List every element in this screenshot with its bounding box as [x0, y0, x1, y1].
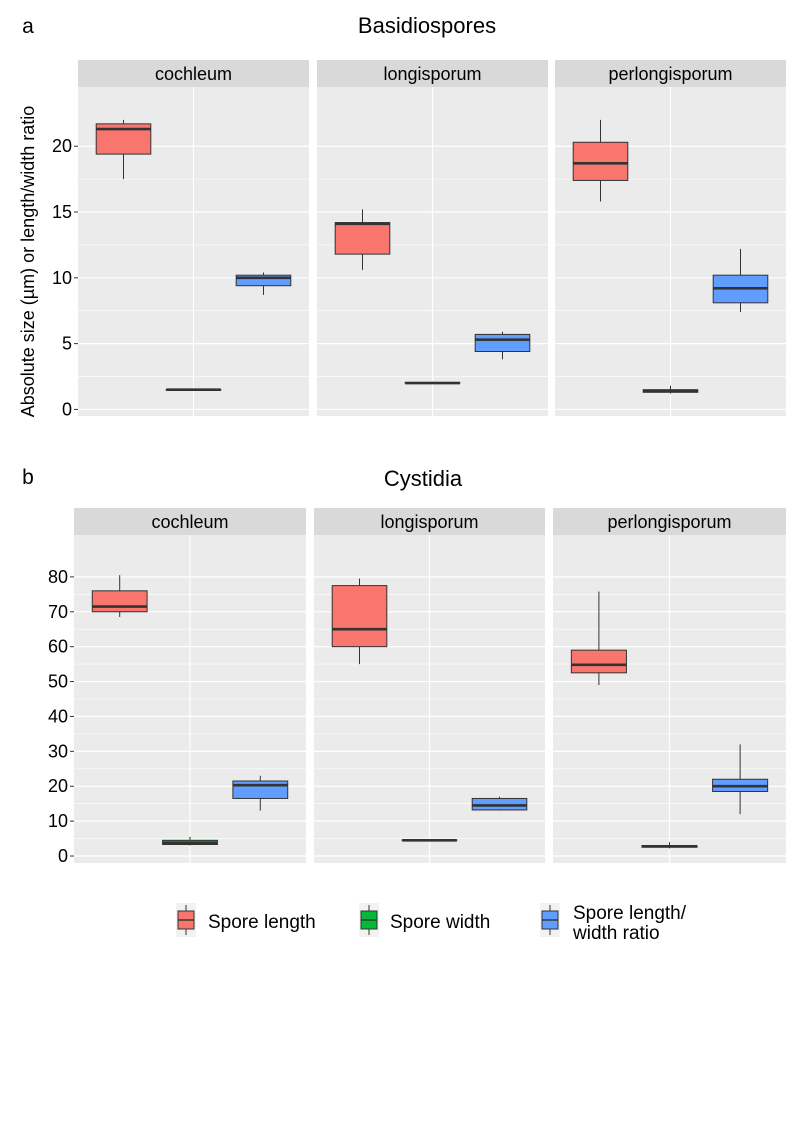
box-spore-length — [95, 119, 152, 180]
facet-strip — [78, 60, 309, 87]
box-body — [235, 274, 292, 287]
box-spore-length — [331, 578, 388, 665]
box-body — [331, 585, 388, 648]
legend-label: Spore width — [390, 912, 490, 933]
facet-strip — [314, 508, 545, 535]
box-spore-length-width-ratio — [232, 775, 289, 811]
facet-longisporum: longisporum — [314, 508, 545, 863]
y-tick-label: 50 — [48, 672, 68, 692]
box-body — [91, 590, 148, 613]
box-body — [334, 222, 391, 255]
legend-item: Spore length — [176, 903, 316, 937]
box-body — [232, 780, 289, 799]
box-spore-length — [572, 119, 629, 202]
facet-strip-label: perlongisporum — [608, 64, 732, 84]
box-spore-length — [334, 209, 391, 270]
box-spore-length — [91, 575, 148, 617]
box-spore-length — [570, 591, 627, 686]
box-spore-length-width-ratio — [474, 331, 531, 360]
facet-perlongisporum: perlongisporum — [555, 60, 786, 416]
box-spore-length-width-ratio — [712, 744, 769, 815]
legend-label: Spore length — [208, 912, 316, 933]
facet-strip — [555, 60, 786, 87]
facet-strip — [553, 508, 786, 535]
legend-item: Spore length/ width ratio — [540, 903, 687, 944]
facet-cochleum: cochleum — [78, 60, 309, 416]
facet-strip-label: perlongisporum — [607, 512, 731, 532]
box-spore-width — [642, 385, 699, 394]
facet-strip-label: cochleum — [151, 512, 228, 532]
panel-label: a — [22, 15, 34, 38]
box-body — [474, 333, 531, 353]
box-spore-length-width-ratio — [712, 248, 769, 313]
chart-title: Basidiospores — [358, 13, 496, 38]
y-tick-label: 20 — [52, 136, 72, 156]
box-body — [572, 141, 629, 181]
y-tick-label: 60 — [48, 637, 68, 657]
panel-label: b — [22, 466, 34, 489]
facet-strip-label: cochleum — [155, 64, 232, 84]
y-tick-label: 30 — [48, 741, 68, 761]
chart-a: a Basidiospores Absolute size (µm) or leng… — [18, 13, 786, 419]
box-spore-length-width-ratio — [471, 796, 528, 811]
chart-title: Cystidia — [384, 466, 463, 491]
facet-strip — [74, 508, 306, 535]
facet-cochleum: cochleum — [74, 508, 306, 863]
box-spore-width — [404, 381, 461, 385]
y-tick-label: 0 — [62, 399, 72, 419]
facet-perlongisporum: perlongisporum — [553, 508, 786, 863]
y-tick-label: 20 — [48, 776, 68, 796]
box-spore-length-width-ratio — [235, 272, 292, 295]
y-tick-label: 80 — [48, 567, 68, 587]
legend: Spore length Spore width Spore length/ wid… — [176, 903, 687, 944]
y-axis-label: Absolute size (µm) or length/width ratio — [18, 106, 38, 418]
y-tick-label: 0 — [58, 846, 68, 866]
box-spore-width — [641, 842, 698, 849]
legend-label-line: width ratio — [572, 923, 660, 944]
facet-longisporum: longisporum — [317, 60, 548, 416]
facet-strip-label: longisporum — [383, 64, 481, 84]
box-spore-width — [401, 839, 458, 842]
legend-label-line: Spore length/ — [573, 903, 687, 924]
legend-item: Spore width — [359, 903, 490, 937]
box-spore-width — [162, 836, 218, 846]
y-tick-label: 10 — [48, 811, 68, 831]
y-tick-label: 40 — [48, 706, 68, 726]
chart-b: b Cystidia 0 10 20 30 40 50 60 70 80 cochleum longis… — [22, 466, 786, 866]
box-body — [570, 649, 627, 674]
y-tick-label: 70 — [48, 602, 68, 622]
y-tick-label: 15 — [52, 202, 72, 222]
y-tick-label: 5 — [62, 334, 72, 354]
box-spore-width — [165, 388, 222, 391]
facet-strip-label: longisporum — [380, 512, 478, 532]
facet-strip — [317, 60, 548, 87]
y-tick-label: 10 — [52, 268, 72, 288]
